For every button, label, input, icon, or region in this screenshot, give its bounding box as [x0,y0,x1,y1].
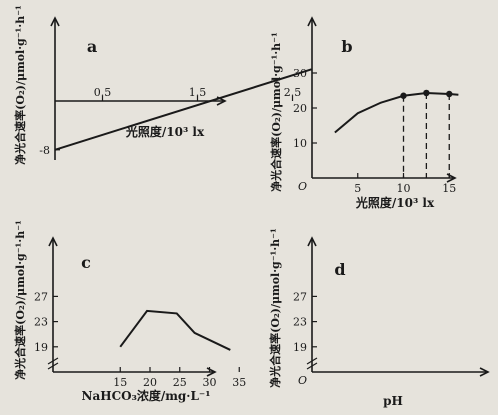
x-tick-label: 25 [173,376,187,389]
series-line [119,309,231,351]
y-tick-label: 19 [293,341,307,354]
x-tick-label: 15 [113,376,127,389]
x-tick-label: 15 [442,182,456,195]
y-tick-label: 20 [293,102,307,115]
y-axis-label: 净光合速率(O₂)/μmol·g⁻¹·h⁻¹ [269,32,283,192]
x-axis-label: pH [383,394,403,408]
origin-label: O [298,180,307,193]
x-tick-label: 10 [397,182,411,195]
y-axis-arrow [48,236,58,247]
x-tick-label: 5 [354,182,361,195]
y-axis-arrow [50,16,60,27]
series-line [334,91,459,134]
panel-d: 66.577.588.59192327OpH净光合速率(O₂)/μmol·g⁻¹… [268,228,490,408]
panel-b: 5 10 15 10 20 30 O 光照度/10³ lx 净光合速率(O₂)/μmol·g⁻¹… [269,16,459,210]
x-tick-label: 20 [143,376,157,389]
panel-a: 0.5 1.5 2.5 -8 光照度/10³ lx 净光合速率(O₂)/μmol·g⁻¹·… [13,5,312,165]
data-point [446,90,453,98]
panel-letter: d [334,260,345,279]
x-axis-label: NaHCO₃浓度/mg·L⁻¹ [81,388,210,403]
x-tick-label: 2.5 [284,86,302,99]
y-tick-label: 23 [293,316,307,329]
y-axis-arrow [307,236,317,247]
y-tick-label: 23 [34,316,48,329]
x-tick-label: 0.5 [94,86,112,99]
panel-letter: c [81,253,91,272]
panel-letter: b [341,37,352,56]
y-axis-label: 净光合速率(O₂)/μmol·g⁻¹·h⁻¹ [268,228,282,388]
y-tick-label: 19 [34,341,48,354]
x-tick-label: 1.5 [189,86,207,99]
series-line [54,68,312,151]
x-tick-label: 35 [232,376,246,389]
data-point [423,89,430,97]
x-axis-label: 光照度/10³ lx [125,124,205,139]
x-tick-label: 30 [203,376,217,389]
panel-c: 15 20 25 30 35 19 23 27 NaHCO₃浓度/mg·L⁻¹ 净光合速率(O₂)… [13,220,246,403]
panel-letter: a [87,37,97,56]
y-tick-label: 27 [293,290,307,303]
y-tick-label: -8 [39,144,50,157]
y-tick-label: 10 [293,137,307,150]
y-tick-label: 30 [293,67,307,80]
x-axis-arrow [479,367,490,377]
y-axis-arrow [307,16,317,27]
y-axis-label: 净光合速率(O₂)/μmol·g⁻¹·h⁻¹ [13,5,27,165]
data-point [400,92,407,99]
y-axis-break [47,357,59,370]
y-axis-break [306,357,318,370]
x-axis-label: 光照度/10³ lx [355,195,435,210]
origin-label: O [298,374,307,387]
y-tick-label: 27 [34,290,48,303]
y-axis-label: 净光合速率(O₂)/μmol·g⁻¹·h⁻¹ [13,220,27,380]
